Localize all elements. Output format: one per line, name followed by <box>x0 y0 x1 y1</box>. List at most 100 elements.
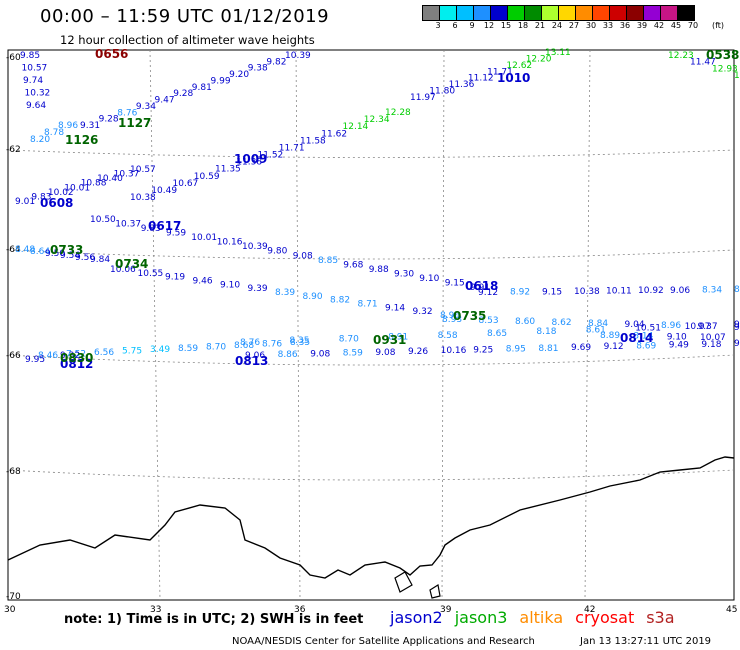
track-time-label: 1127 <box>118 116 151 130</box>
legend-swatch <box>524 5 542 21</box>
wave-height-value: 8.76 <box>117 108 137 118</box>
altimeter-tracks: 9.8510.579.7410.329.6406569.319.288.769.… <box>15 47 740 371</box>
wave-height-value: 10.39 <box>285 51 311 61</box>
wave-height-value: 9.95 <box>25 355 45 365</box>
wave-height-value: 10.51 <box>635 324 661 334</box>
lat-label-70: -70 <box>6 592 21 602</box>
track-time-label: 0812 <box>60 357 93 371</box>
track-time-label: 0608 <box>40 196 73 210</box>
wave-height-value: 9.68 <box>343 260 363 270</box>
lat-label-60: -60 <box>6 53 21 63</box>
wave-height-value: 9.01 <box>15 197 35 207</box>
wave-height-value: 8.78 <box>44 128 64 138</box>
wave-height-value: 10.38 <box>130 193 156 203</box>
wave-height-value: 9.32 <box>60 351 80 361</box>
wave-height-value: 12.34 <box>364 115 390 125</box>
wave-height-value: 8.20 <box>30 135 50 145</box>
wave-height-value: 9.39 <box>248 284 268 294</box>
track-time-label: 0733 <box>50 243 83 257</box>
legend-label: 18 <box>517 21 529 30</box>
wave-height-value: 9.84 <box>90 255 110 265</box>
coast-inlet <box>394 571 413 593</box>
wave-height-value: 8.95 <box>506 345 526 355</box>
wave-height-value: 9.04 <box>625 320 645 330</box>
track-time-label: 1009 <box>234 152 267 166</box>
wave-height-value: 9.31 <box>80 121 100 131</box>
wave-height-value: 9.78 <box>734 339 740 349</box>
legend-swatch <box>507 5 525 21</box>
wave-height-value: 8.86 <box>278 350 298 360</box>
wave-height-value: 10.01 <box>64 183 90 193</box>
legend-swatch <box>456 5 474 21</box>
wave-height-value: 10.06 <box>110 265 136 275</box>
sat-cryosat: cryosat <box>575 608 635 627</box>
wave-height-value: 8.35 <box>290 338 310 348</box>
legend-swatch <box>626 5 644 21</box>
legend-label: 3 <box>435 21 441 30</box>
wave-height-value: 9.46 <box>193 277 213 287</box>
sat-altika: altika <box>519 608 564 627</box>
wave-height-value: 8.61 <box>586 325 606 335</box>
graticule <box>7 49 735 601</box>
wave-height-value: 11.38 <box>236 158 262 168</box>
track-time-label: 0617 <box>148 219 181 233</box>
lat-label-66: -66 <box>6 351 21 361</box>
legend-swatch <box>592 5 610 21</box>
lon-label-33: 33 <box>150 605 161 615</box>
wave-height-value: 10.50 <box>90 215 116 225</box>
wave-height-value: 9.32 <box>413 307 433 317</box>
track-time-label: 0538 <box>706 48 739 62</box>
wave-height-value: 8.84 <box>588 319 608 329</box>
coast-island <box>429 584 441 599</box>
footer-note: note: 1) Time is in UTC; 2) SWH is in fe… <box>64 612 364 627</box>
legend-label: 33 <box>602 21 614 30</box>
lon-labels: 30 33 36 39 42 45 <box>4 605 737 615</box>
wave-height-value: 10.16 <box>441 346 467 356</box>
wave-height-value: 9.10 <box>667 332 687 342</box>
map-title: 00:00 – 11:59 UTC 01/12/2019 <box>40 6 330 27</box>
wave-height-value: 10.88 <box>81 179 107 189</box>
color-legend-labels: 3 6 9 12 15 18 21 24 27 30 33 36 39 42 45 70 (ft) <box>422 21 740 33</box>
color-legend <box>422 5 695 21</box>
track-time-label: 1010 <box>497 71 530 85</box>
wave-height-value: 10.57 <box>130 165 156 175</box>
wave-height-value: 8.69 <box>636 341 656 351</box>
track-time-label: 1126 <box>65 133 98 147</box>
legend-swatch <box>439 5 457 21</box>
wave-height-value: 9.30 <box>394 269 414 279</box>
track-time-label: 0734 <box>115 257 148 271</box>
wave-height-value: 11.71 <box>279 143 305 153</box>
wave-height-value: 10.37 <box>115 220 141 230</box>
wave-height-value: 8.46 <box>38 351 58 361</box>
wave-height-value: 8.59 <box>343 349 363 359</box>
wave-height-value: 9.28 <box>173 89 193 99</box>
wave-height-value: 8.93 <box>442 315 462 325</box>
wave-height-value: 9.56 <box>75 253 95 263</box>
wave-height-value: 12.20 <box>526 54 552 64</box>
wave-height-value: 9.39 <box>734 320 740 330</box>
track-time-label: 0813 <box>235 354 268 368</box>
wave-height-value: 8.65 <box>487 329 507 339</box>
legend-swatch <box>558 5 576 21</box>
wave-height-value: 9.14 <box>385 303 405 313</box>
track-time-label: 0830 <box>60 351 93 365</box>
lon-label-42: 42 <box>584 605 595 615</box>
wave-height-value: 8.39 <box>275 288 295 298</box>
sat-jason3: jason3 <box>454 608 508 627</box>
wave-height-value: 8.76 <box>262 339 282 349</box>
lon-label-45: 45 <box>726 605 737 615</box>
wave-height-value: 8.64 <box>30 247 50 257</box>
sat-s3a: s3a <box>646 608 675 627</box>
wave-height-value: 10.16 <box>217 238 243 248</box>
wave-height-value: 9.28 <box>99 115 119 125</box>
wave-height-value: 12.62 <box>506 61 532 71</box>
antarctic-coastline <box>7 456 735 579</box>
legend-label: 9 <box>469 21 475 30</box>
wave-height-value: 6.56 <box>94 348 114 358</box>
lat-label-64: -64 <box>6 245 21 255</box>
legend-swatch <box>473 5 491 21</box>
wave-height-value: 9.06 <box>245 351 265 361</box>
wave-height-value: 9.91 <box>470 283 490 293</box>
wave-height-value: 8.96 <box>58 121 78 131</box>
